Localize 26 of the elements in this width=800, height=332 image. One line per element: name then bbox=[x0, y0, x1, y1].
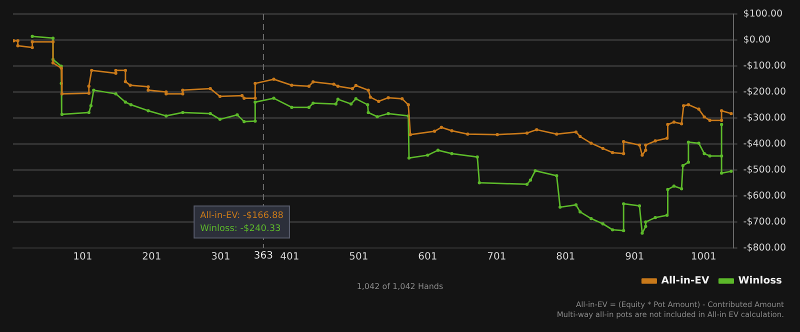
y-tick-label: -$200.00 bbox=[743, 86, 786, 98]
x-tick-label: 601 bbox=[418, 252, 438, 263]
y-tick-label: -$500.00 bbox=[743, 164, 786, 176]
legend-label: Winloss bbox=[738, 276, 782, 287]
y-tick-label: -$800.00 bbox=[743, 242, 786, 254]
y-tick-label: -$600.00 bbox=[743, 190, 786, 202]
x-tick-label: 901 bbox=[625, 252, 644, 263]
annotation: All-in-EV: -$166.88 bbox=[200, 210, 284, 221]
y-tick-label: -$400.00 bbox=[743, 138, 786, 150]
x-tick-label: 501 bbox=[349, 252, 368, 263]
x-tick-label: 1001 bbox=[690, 252, 716, 263]
annotation: Winloss: -$240.33 bbox=[200, 224, 281, 234]
y-tick-label: -$700.00 bbox=[743, 216, 786, 228]
x-tick-label: 701 bbox=[487, 252, 506, 263]
y-tick-label: $100.00 bbox=[743, 8, 783, 20]
text: 1,042 of 1,042 Hands bbox=[356, 282, 444, 291]
x-tick-label: 301 bbox=[211, 252, 230, 263]
ref-line-label: 363 bbox=[254, 250, 273, 262]
y-tick-label: -$100.00 bbox=[743, 60, 786, 72]
x-tick-label: 101 bbox=[73, 252, 92, 263]
x-tick-label: 401 bbox=[280, 252, 300, 263]
legend-label: All-in-EV bbox=[661, 276, 710, 287]
y-tick-label: $0.00 bbox=[743, 34, 770, 46]
x-tick-label: 201 bbox=[142, 252, 162, 263]
y-tick-label: -$300.00 bbox=[743, 112, 786, 124]
x-tick-label: 801 bbox=[556, 252, 576, 263]
